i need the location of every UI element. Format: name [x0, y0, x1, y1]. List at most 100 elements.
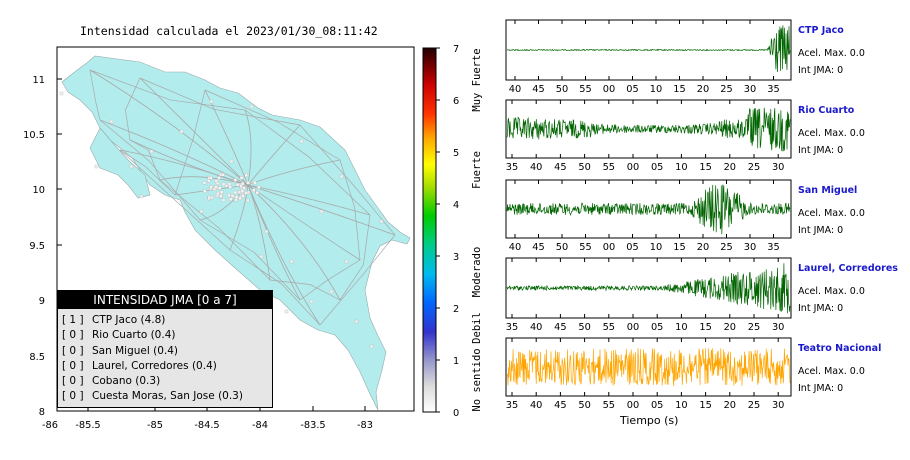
seismogram-tick-label: 20: [697, 242, 709, 253]
seismogram-tick-label: 00: [603, 242, 615, 253]
station-marker: [319, 209, 324, 214]
seismogram-tick-label: 15: [673, 242, 685, 253]
road: [119, 149, 231, 251]
seismogram-tick-label: 05: [651, 162, 663, 173]
station-marker: [221, 173, 225, 177]
road-network: [89, 69, 396, 326]
map-y-tick-label: 11: [33, 75, 45, 86]
map-x-tick-label: -85.5: [75, 420, 100, 431]
legend-item-name: Cuesta Moras, San Jose (0.3): [92, 390, 243, 403]
seismogram-tick-label: 10: [650, 242, 662, 253]
seismogram-tick-label: 45: [532, 242, 544, 253]
colorbar-ticks: 0 1 2 3 4 5 6 7: [436, 44, 459, 419]
legend-list: [ 1 ] CTP Jaco (4.8) [ 0 ] Rio Cuarto (0.4)…: [58, 309, 272, 405]
station-marker: [369, 344, 374, 349]
station-marker: [59, 91, 64, 96]
road: [125, 77, 141, 141]
seismogram-tick-label: 30: [772, 400, 784, 411]
legend-item-name: Rio Cuarto (0.4): [92, 329, 176, 342]
station-markers: [59, 91, 384, 349]
legend-item-level: [ 0 ]: [62, 375, 84, 388]
station-marker: [229, 197, 233, 202]
seismogram-tick-label: 40: [530, 162, 542, 173]
road: [129, 139, 161, 181]
road: [89, 69, 249, 186]
seismogram-tick-label: 40: [530, 400, 542, 411]
seismogram-tick-label: 05: [651, 400, 663, 411]
station-jma-intensity: Int JMA: 0: [798, 65, 844, 76]
station-marker: [129, 164, 134, 169]
colorbar-tick-label: 1: [453, 356, 459, 367]
station-marker: [149, 149, 154, 154]
station-marker: [344, 259, 349, 264]
station-marker: [309, 299, 314, 304]
road: [199, 219, 301, 301]
road: [339, 214, 371, 301]
seismogram-tick-label: 40: [530, 322, 542, 333]
station-marker: [241, 194, 245, 198]
road: [247, 184, 341, 301]
seismogram-tick-label: 50: [578, 322, 590, 333]
seismogram-tick-label: 00: [603, 84, 615, 95]
seismogram-tick-label: 55: [603, 322, 615, 333]
station-marker: [245, 198, 250, 203]
map-x-tick-label: -84.5: [194, 420, 219, 431]
seismogram-waveform: [506, 184, 791, 235]
station-jma-intensity: Int JMA: 0: [798, 225, 844, 236]
colorbar-tick-label: 7: [453, 44, 459, 55]
station-marker: [235, 182, 240, 187]
seismogram-tick-label: 15: [699, 162, 711, 173]
station-name: Teatro Nacional: [798, 343, 882, 354]
seismogram-tick-label: 55: [603, 162, 615, 173]
colorbar-gradient: [422, 47, 437, 413]
station-marker: [217, 176, 221, 180]
seismogram-tick-label: 20: [697, 84, 709, 95]
seismogram-tick-label: 05: [626, 84, 638, 95]
colorbar-intensity-label: No sentido: [471, 348, 483, 411]
seismogram-waveform: [506, 263, 791, 314]
road: [119, 149, 176, 196]
seismogram-tick-label: 05: [651, 322, 663, 333]
station-marker: [208, 176, 213, 180]
station-marker: [244, 191, 249, 195]
station-marker: [219, 194, 223, 198]
station-jma-intensity: Int JMA: 0: [798, 303, 844, 314]
station-marker: [139, 194, 144, 199]
map-y-tick-label: 9.5: [29, 241, 45, 252]
road: [339, 159, 361, 261]
road: [247, 184, 396, 236]
station-marker: [299, 139, 304, 144]
colorbar-tick-label: 5: [453, 148, 459, 159]
seismogram-tick-label: 35: [767, 242, 779, 253]
map-y-tick-label: 10: [33, 185, 45, 196]
map-y-tick-label: 9: [39, 296, 45, 307]
station-marker: [239, 176, 244, 180]
seismogram-tick-label: 25: [748, 162, 760, 173]
colorbar-intensity-label: Moderado: [471, 247, 483, 298]
road: [89, 69, 246, 111]
seismogram-tick-label: 15: [699, 322, 711, 333]
station-marker: [221, 198, 226, 202]
colorbar-tick-label: 6: [453, 96, 459, 107]
colorbar-labels: No sentido Debil Moderado Fuerte Muy Fuerte: [471, 48, 483, 411]
legend-item: [ 0 ] San Miguel (0.4): [58, 344, 272, 359]
seismogram-tick-label: 35: [506, 162, 518, 173]
seismogram-tick-label: 10: [650, 84, 662, 95]
station-marker: [229, 159, 234, 164]
map-y-tick-label: 10.5: [23, 130, 45, 141]
station-acel-max: Acel. Max. 0.0: [798, 286, 865, 297]
station-marker: [354, 319, 359, 324]
legend-item-name: San Miguel (0.4): [92, 344, 178, 357]
seismogram-tick-label: 45: [532, 84, 544, 95]
station-marker: [240, 189, 245, 193]
road: [244, 109, 252, 186]
station-marker: [221, 182, 226, 186]
seismogram-tick-label: 00: [627, 162, 639, 173]
station-name: San Miguel: [798, 185, 858, 196]
station-marker: [199, 209, 204, 214]
station-marker: [94, 164, 99, 169]
legend-item: [ 0 ] Laurel, Corredores (0.4): [58, 359, 272, 374]
seismogram-tick-label: 40: [509, 84, 521, 95]
station-marker: [209, 185, 213, 190]
map-x-tick-label: -84: [252, 420, 268, 431]
